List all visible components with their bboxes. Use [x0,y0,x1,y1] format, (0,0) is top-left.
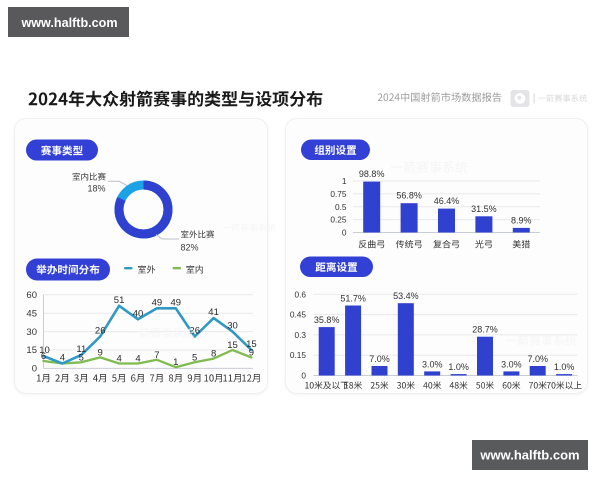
svg-text:82%: 82% [181,243,199,253]
svg-text:51: 51 [114,295,125,306]
svg-text:60: 60 [26,290,37,301]
svg-text:6: 6 [41,351,46,362]
svg-text:1.0%: 1.0% [554,362,575,372]
svg-text:0.45: 0.45 [290,310,307,320]
svg-text:18%: 18% [87,183,105,193]
svg-text:40: 40 [133,308,144,319]
svg-text:0.15: 0.15 [290,350,307,360]
svg-text:www.halftb.com: www.halftb.com [479,448,579,463]
svg-text:4: 4 [116,353,121,364]
svg-text:15: 15 [26,345,37,356]
svg-text:0: 0 [32,364,37,375]
svg-text:3.0%: 3.0% [501,359,522,369]
svg-text:5: 5 [79,352,84,363]
svg-text:9: 9 [249,347,254,358]
svg-text:51.7%: 51.7% [340,294,366,304]
svg-text:31.5%: 31.5% [471,204,497,214]
svg-text:30: 30 [227,321,238,332]
svg-text:0.75: 0.75 [330,189,347,199]
svg-text:9: 9 [98,347,103,358]
svg-text:5: 5 [192,352,197,363]
svg-text:35.8%: 35.8% [314,315,340,325]
svg-text:11: 11 [76,344,86,355]
svg-text:49: 49 [152,297,163,308]
svg-text:49: 49 [171,297,182,308]
svg-text:4: 4 [60,352,65,363]
svg-text:0.25: 0.25 [330,215,347,225]
svg-text:0: 0 [342,228,347,238]
svg-text:8.9%: 8.9% [511,215,532,225]
svg-text:26: 26 [95,326,106,337]
svg-text:46.4%: 46.4% [434,196,460,206]
svg-text:3.0%: 3.0% [422,359,443,369]
svg-text:10: 10 [39,345,50,356]
svg-text:30: 30 [26,327,37,338]
svg-text:98.8%: 98.8% [359,169,385,179]
svg-text:1.0%: 1.0% [448,362,469,372]
svg-text:41: 41 [208,307,219,318]
svg-text:15: 15 [227,340,238,351]
svg-text:15: 15 [246,339,257,350]
svg-text:0.3: 0.3 [294,330,306,340]
svg-text:45: 45 [26,308,37,319]
svg-text:28.7%: 28.7% [472,325,498,335]
svg-text:53.4%: 53.4% [393,291,419,301]
svg-text:1: 1 [173,357,178,368]
svg-text:8: 8 [211,349,216,360]
svg-text:0.6: 0.6 [294,289,306,299]
svg-text:7: 7 [154,350,159,361]
svg-text:26: 26 [189,326,200,337]
svg-text:7.0%: 7.0% [527,354,548,364]
svg-text:www.halftb.com: www.halftb.com [20,16,117,30]
svg-text:4: 4 [135,353,140,364]
svg-text:7.0%: 7.0% [369,354,390,364]
svg-text:0.5: 0.5 [335,202,347,212]
svg-text:1: 1 [342,176,347,186]
svg-text:0: 0 [301,371,306,381]
svg-text:56.8%: 56.8% [396,191,422,201]
